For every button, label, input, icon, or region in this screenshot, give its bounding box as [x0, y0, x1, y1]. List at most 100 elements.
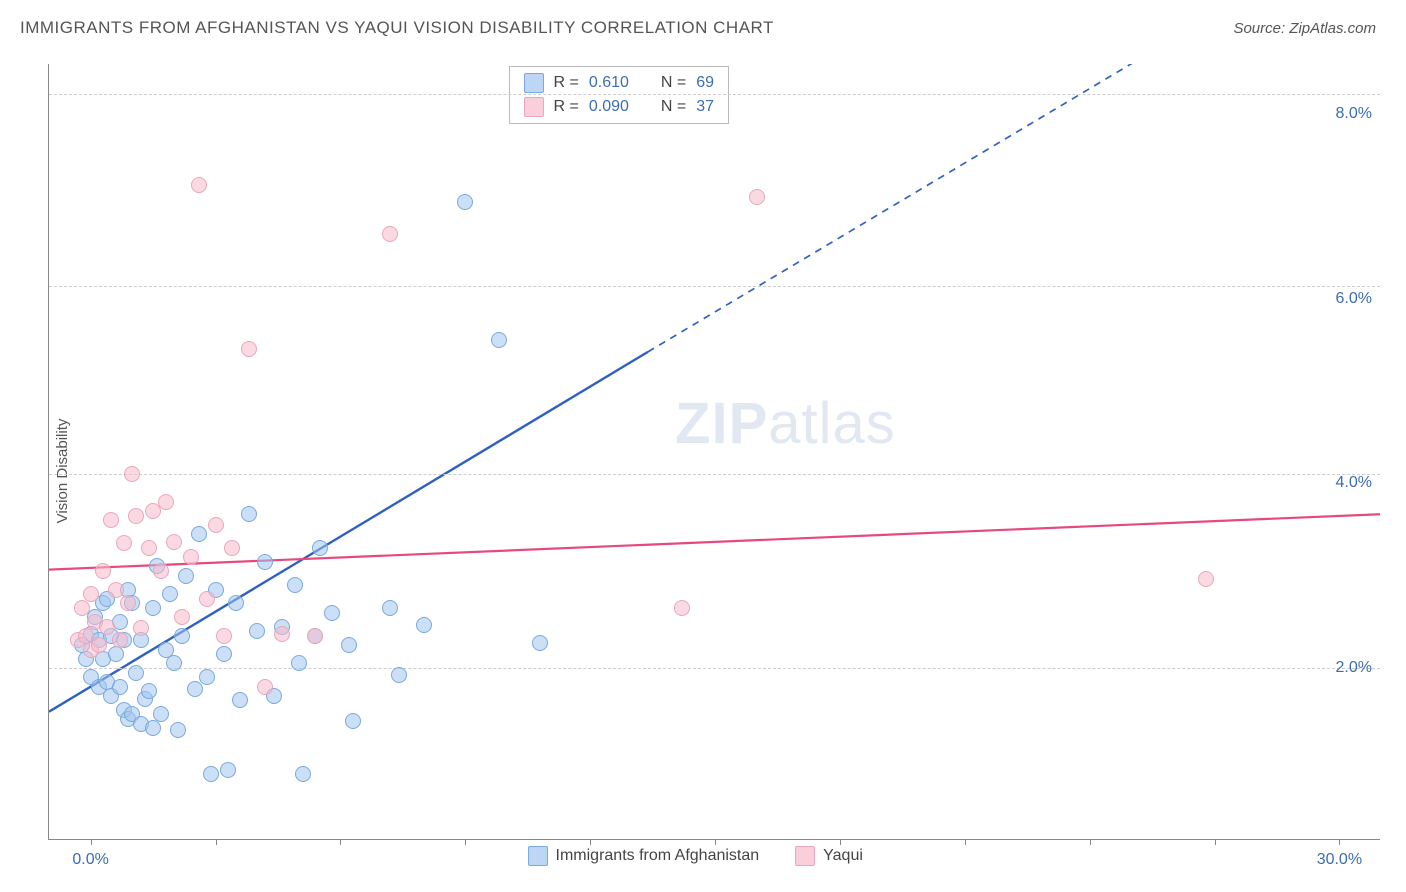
data-point [391, 667, 407, 683]
watermark-thin: atlas [768, 391, 896, 456]
legend-swatch [528, 846, 548, 866]
x-tick [1090, 839, 1091, 845]
chart-area: Vision Disability ZIPatlas R =0.610N =69… [0, 50, 1406, 892]
legend-r-value: 0.610 [589, 74, 645, 92]
data-point [491, 332, 507, 348]
data-point [128, 665, 144, 681]
data-point [128, 508, 144, 524]
data-point [103, 512, 119, 528]
data-point [232, 692, 248, 708]
trend-line [49, 514, 1380, 569]
header: IMMIGRANTS FROM AFGHANISTAN VS YAQUI VIS… [0, 0, 1406, 46]
data-point [291, 655, 307, 671]
data-point [108, 582, 124, 598]
plot-region: ZIPatlas R =0.610N =69R =0.090N =37 2.0%… [48, 64, 1380, 840]
data-point [116, 535, 132, 551]
data-point [208, 517, 224, 533]
data-point [241, 506, 257, 522]
legend-r-label: R = [554, 74, 579, 92]
chart-container: IMMIGRANTS FROM AFGHANISTAN VS YAQUI VIS… [0, 0, 1406, 892]
data-point [307, 628, 323, 644]
data-point [203, 766, 219, 782]
x-tick [340, 839, 341, 845]
legend-correlation-row: R = 0.090 N = 37 [510, 95, 728, 119]
data-point [216, 628, 232, 644]
data-point [133, 620, 149, 636]
data-point [174, 628, 190, 644]
data-point [187, 681, 203, 697]
data-point [324, 605, 340, 621]
data-point [249, 623, 265, 639]
data-point [382, 226, 398, 242]
data-point [162, 586, 178, 602]
data-point [257, 554, 273, 570]
data-point [257, 679, 273, 695]
y-tick-label: 8.0% [1336, 105, 1372, 123]
data-point [287, 577, 303, 593]
data-point [191, 526, 207, 542]
legend-r-label: R = [554, 98, 579, 116]
gridline [49, 668, 1380, 669]
legend-series: Immigrants from Afghanistan Yaqui [528, 846, 863, 866]
data-point [145, 600, 161, 616]
data-point [141, 683, 157, 699]
x-tick-label: 0.0% [72, 851, 108, 869]
data-point [158, 494, 174, 510]
data-point [220, 762, 236, 778]
x-tick [965, 839, 966, 845]
chart-title: IMMIGRANTS FROM AFGHANISTAN VS YAQUI VIS… [20, 18, 774, 38]
data-point [145, 720, 161, 736]
legend-swatch [524, 97, 544, 117]
legend-swatch [524, 73, 544, 93]
chart-source: Source: ZipAtlas.com [1233, 20, 1376, 37]
x-tick [715, 839, 716, 845]
data-point [178, 568, 194, 584]
data-point [112, 679, 128, 695]
gridline [49, 94, 1380, 95]
data-point [382, 600, 398, 616]
data-point [199, 669, 215, 685]
watermark: ZIPatlas [675, 390, 896, 457]
data-point [199, 591, 215, 607]
legend-series-item: Immigrants from Afghanistan [528, 846, 760, 866]
data-point [153, 706, 169, 722]
legend-n-value: 37 [696, 98, 714, 116]
x-tick [840, 839, 841, 845]
x-tick [216, 839, 217, 845]
data-point [124, 466, 140, 482]
data-point [312, 540, 328, 556]
data-point [457, 194, 473, 210]
data-point [183, 549, 199, 565]
gridline [49, 474, 1380, 475]
legend-series-item: Yaqui [795, 846, 863, 866]
data-point [191, 177, 207, 193]
data-point [416, 617, 432, 633]
data-point [274, 626, 290, 642]
data-point [170, 722, 186, 738]
data-point [166, 655, 182, 671]
gridline [49, 286, 1380, 287]
watermark-bold: ZIP [675, 391, 768, 456]
x-tick [1339, 839, 1340, 845]
data-point [532, 635, 548, 651]
data-point [228, 595, 244, 611]
data-point [341, 637, 357, 653]
legend-n-label: N = [661, 74, 686, 92]
legend-correlation-row: R =0.610N =69 [510, 71, 728, 95]
data-point [345, 713, 361, 729]
data-point [95, 563, 111, 579]
data-point [91, 637, 107, 653]
trend-lines [49, 64, 1380, 839]
y-tick-label: 4.0% [1336, 474, 1372, 492]
trend-line-extrapolated [648, 64, 1193, 352]
x-tick-label: 30.0% [1317, 851, 1362, 869]
legend-n-label: N = [661, 98, 686, 116]
legend-r-value: 0.090 [589, 98, 645, 116]
data-point [74, 600, 90, 616]
x-tick [91, 839, 92, 845]
data-point [224, 540, 240, 556]
x-tick [1215, 839, 1216, 845]
data-point [216, 646, 232, 662]
legend-swatch [795, 846, 815, 866]
data-point [112, 632, 128, 648]
